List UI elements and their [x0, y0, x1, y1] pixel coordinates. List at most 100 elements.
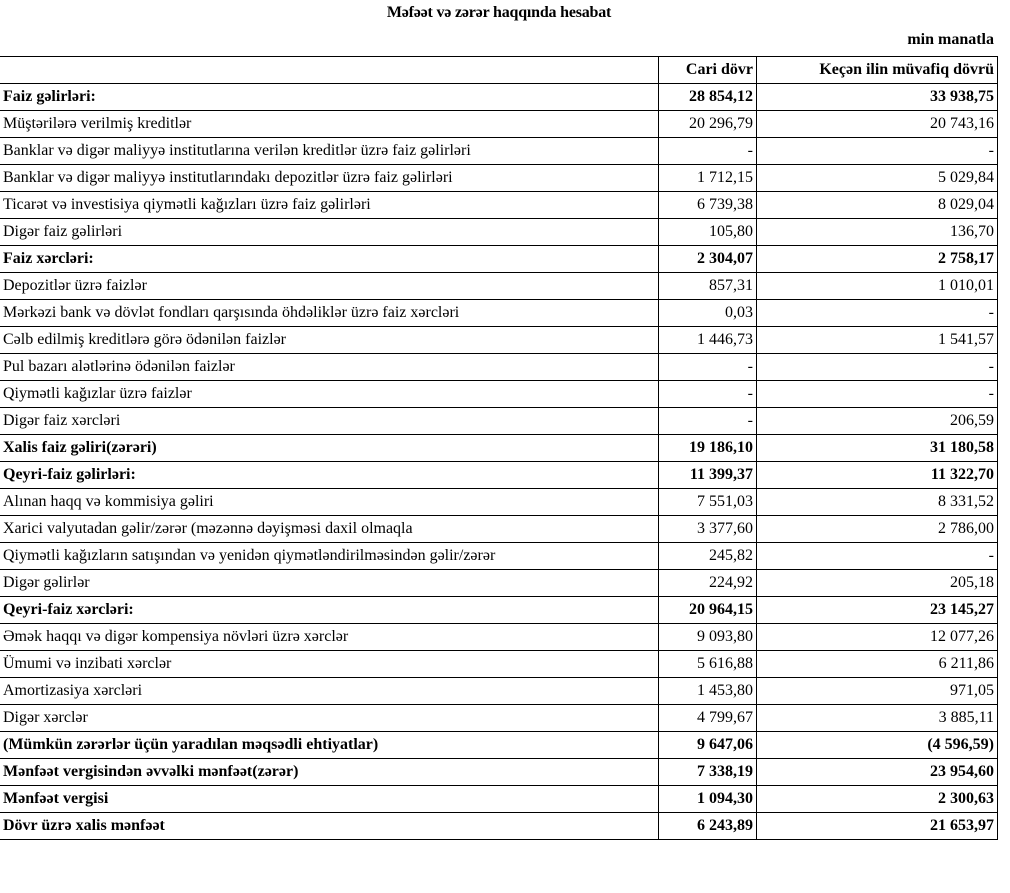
previous-period-value: 1 010,01 — [756, 272, 998, 300]
previous-period-value: (4 596,59) — [756, 731, 998, 759]
current-period-value: 4 799,67 — [658, 704, 757, 732]
row-label: Digər gəlirlər — [0, 569, 659, 597]
previous-period-value: - — [756, 542, 998, 570]
row-label: Alınan haqq və kommisiya gəliri — [0, 488, 659, 516]
table-row: Amortizasiya xərcləri 1 453,80 971,05 — [0, 677, 998, 705]
row-label: Dövr üzrə xalis mənfəət — [0, 812, 659, 840]
row-label: Qiymətli kağızlar üzrə faizlər — [0, 380, 659, 408]
table-row: Digər faiz gəlirləri 105,80 136,70 — [0, 218, 998, 246]
row-label: Ümumi və inzibati xərclər — [0, 650, 659, 678]
row-label: Cəlb edilmiş kreditlərə görə ödənilən fa… — [0, 326, 659, 354]
previous-period-value: 2 758,17 — [756, 245, 998, 273]
current-period-value: 7 338,19 — [658, 758, 757, 786]
table-row: Ticarət və investisiya qiymətli kağızlar… — [0, 191, 998, 219]
row-label: Pul bazarı alətlərinə ödənilən faizlər — [0, 353, 659, 381]
table-row: Qiymətli kağızlar üzrə faizlər - - — [0, 380, 998, 408]
row-label: Xarici valyutadan gəlir/zərər (məzənnə d… — [0, 515, 659, 543]
current-period-value: - — [658, 407, 757, 435]
row-label: Mənfəət vergisi — [0, 785, 659, 813]
header-current-period: Cari dövr — [658, 56, 757, 84]
header-previous-period: Keçən ilin müvafiq dövrü — [756, 56, 998, 84]
row-label: Faiz gəlirləri: — [0, 83, 659, 111]
previous-period-value: - — [756, 137, 998, 165]
current-period-value: 105,80 — [658, 218, 757, 246]
table-row: Cəlb edilmiş kreditlərə görə ödənilən fa… — [0, 326, 998, 354]
table-row: Mənfəət vergisindən əvvəlki mənfəət(zərə… — [0, 758, 998, 786]
row-label: Qiymətli kağızların satışından və yenidə… — [0, 542, 659, 570]
current-period-value: 1 094,30 — [658, 785, 757, 813]
table-header-row: Cari dövr Keçən ilin müvafiq dövrü — [0, 56, 998, 84]
current-period-value: 7 551,03 — [658, 488, 757, 516]
table-row: Banklar və digər maliyyə institutlarına … — [0, 137, 998, 165]
current-period-value: 6 739,38 — [658, 191, 757, 219]
previous-period-value: 33 938,75 — [756, 83, 998, 111]
current-period-value: 9 647,06 — [658, 731, 757, 759]
header-label — [0, 56, 659, 84]
row-label: Mənfəət vergisindən əvvəlki mənfəət(zərə… — [0, 758, 659, 786]
row-label: Banklar və digər maliyyə institutlarına … — [0, 137, 659, 165]
previous-period-value: - — [756, 380, 998, 408]
current-period-value: 3 377,60 — [658, 515, 757, 543]
previous-period-value: - — [756, 353, 998, 381]
report-title: Məfəət və zərər haqqında hesabat — [386, 4, 612, 21]
previous-period-value: 136,70 — [756, 218, 998, 246]
previous-period-value: 2 300,63 — [756, 785, 998, 813]
previous-period-value: 20 743,16 — [756, 110, 998, 138]
previous-period-value: 23 145,27 — [756, 596, 998, 624]
row-label: Banklar və digər maliyyə institutlarında… — [0, 164, 659, 192]
previous-period-value: 205,18 — [756, 569, 998, 597]
table-row: Xalis faiz gəliri(zərəri) 19 186,10 31 180… — [0, 434, 998, 462]
table-row: Digər gəlirlər 224,92 205,18 — [0, 569, 998, 597]
current-period-value: 20 296,79 — [658, 110, 757, 138]
table-row: Depozitlər üzrə faizlər 857,31 1 010,01 — [0, 272, 998, 300]
table-row: Müştərilərə verilmiş kreditlər 20 296,79 2… — [0, 110, 998, 138]
income-statement-table: Cari dövr Keçən ilin müvafiq dövrü Faiz … — [0, 56, 998, 840]
current-period-value: 9 093,80 — [658, 623, 757, 651]
previous-period-value: 971,05 — [756, 677, 998, 705]
table-row: Faiz gəlirləri: 28 854,12 33 938,75 — [0, 83, 998, 111]
current-period-value: 224,92 — [658, 569, 757, 597]
current-period-value: 1 712,15 — [658, 164, 757, 192]
previous-period-value: 6 211,86 — [756, 650, 998, 678]
current-period-value: 2 304,07 — [658, 245, 757, 273]
current-period-value: - — [658, 353, 757, 381]
previous-period-value: 11 322,70 — [756, 461, 998, 489]
row-label: Amortizasiya xərcləri — [0, 677, 659, 705]
row-label: Əmək haqqı və digər kompensiya növləri ü… — [0, 623, 659, 651]
row-label: Digər xərclər — [0, 704, 659, 732]
current-period-value: 28 854,12 — [658, 83, 757, 111]
table-row: Digər xərclər 4 799,67 3 885,11 — [0, 704, 998, 732]
row-label: Müştərilərə verilmiş kreditlər — [0, 110, 659, 138]
previous-period-value: 3 885,11 — [756, 704, 998, 732]
table-row: Banklar və digər maliyyə institutlarında… — [0, 164, 998, 192]
table-row: Ümumi və inzibati xərclər 5 616,88 6 211,8… — [0, 650, 998, 678]
row-label: Qeyri-faiz gəlirləri: — [0, 461, 659, 489]
row-label: Depozitlər üzrə faizlər — [0, 272, 659, 300]
current-period-value: 5 616,88 — [658, 650, 757, 678]
previous-period-value: 23 954,60 — [756, 758, 998, 786]
table-row: Xarici valyutadan gəlir/zərər (məzənnə d… — [0, 515, 998, 543]
table-row: Mərkəzi bank və dövlət fondları qarşısın… — [0, 299, 998, 327]
previous-period-value: 5 029,84 — [756, 164, 998, 192]
table-row: Alınan haqq və kommisiya gəliri 7 551,03 8… — [0, 488, 998, 516]
table-row: Qiymətli kağızların satışından və yenidə… — [0, 542, 998, 570]
previous-period-value: 8 029,04 — [756, 191, 998, 219]
previous-period-value: 206,59 — [756, 407, 998, 435]
current-period-value: 1 453,80 — [658, 677, 757, 705]
previous-period-value: 12 077,26 — [756, 623, 998, 651]
table-row: Digər faiz xərcləri -206,59 — [0, 407, 998, 435]
table-row: Mənfəət vergisi 1 094,30 2 300,63 — [0, 785, 998, 813]
current-period-value: 20 964,15 — [658, 596, 757, 624]
current-period-value: 1 446,73 — [658, 326, 757, 354]
unit-label: min manatla — [907, 31, 994, 48]
previous-period-value: 1 541,57 — [756, 326, 998, 354]
current-period-value: 6 243,89 — [658, 812, 757, 840]
previous-period-value: - — [756, 299, 998, 327]
current-period-value: 19 186,10 — [658, 434, 757, 462]
table-row: Dövr üzrə xalis mənfəət 6 243,89 21 653,97 — [0, 812, 998, 840]
table-row: Pul bazarı alətlərinə ödənilən faizlər - - — [0, 353, 998, 381]
row-label: (Mümkün zərərlər üçün yaradılan məqsədli… — [0, 731, 659, 759]
table-row: (Mümkün zərərlər üçün yaradılan məqsədli… — [0, 731, 998, 759]
previous-period-value: 21 653,97 — [756, 812, 998, 840]
previous-period-value: 31 180,58 — [756, 434, 998, 462]
